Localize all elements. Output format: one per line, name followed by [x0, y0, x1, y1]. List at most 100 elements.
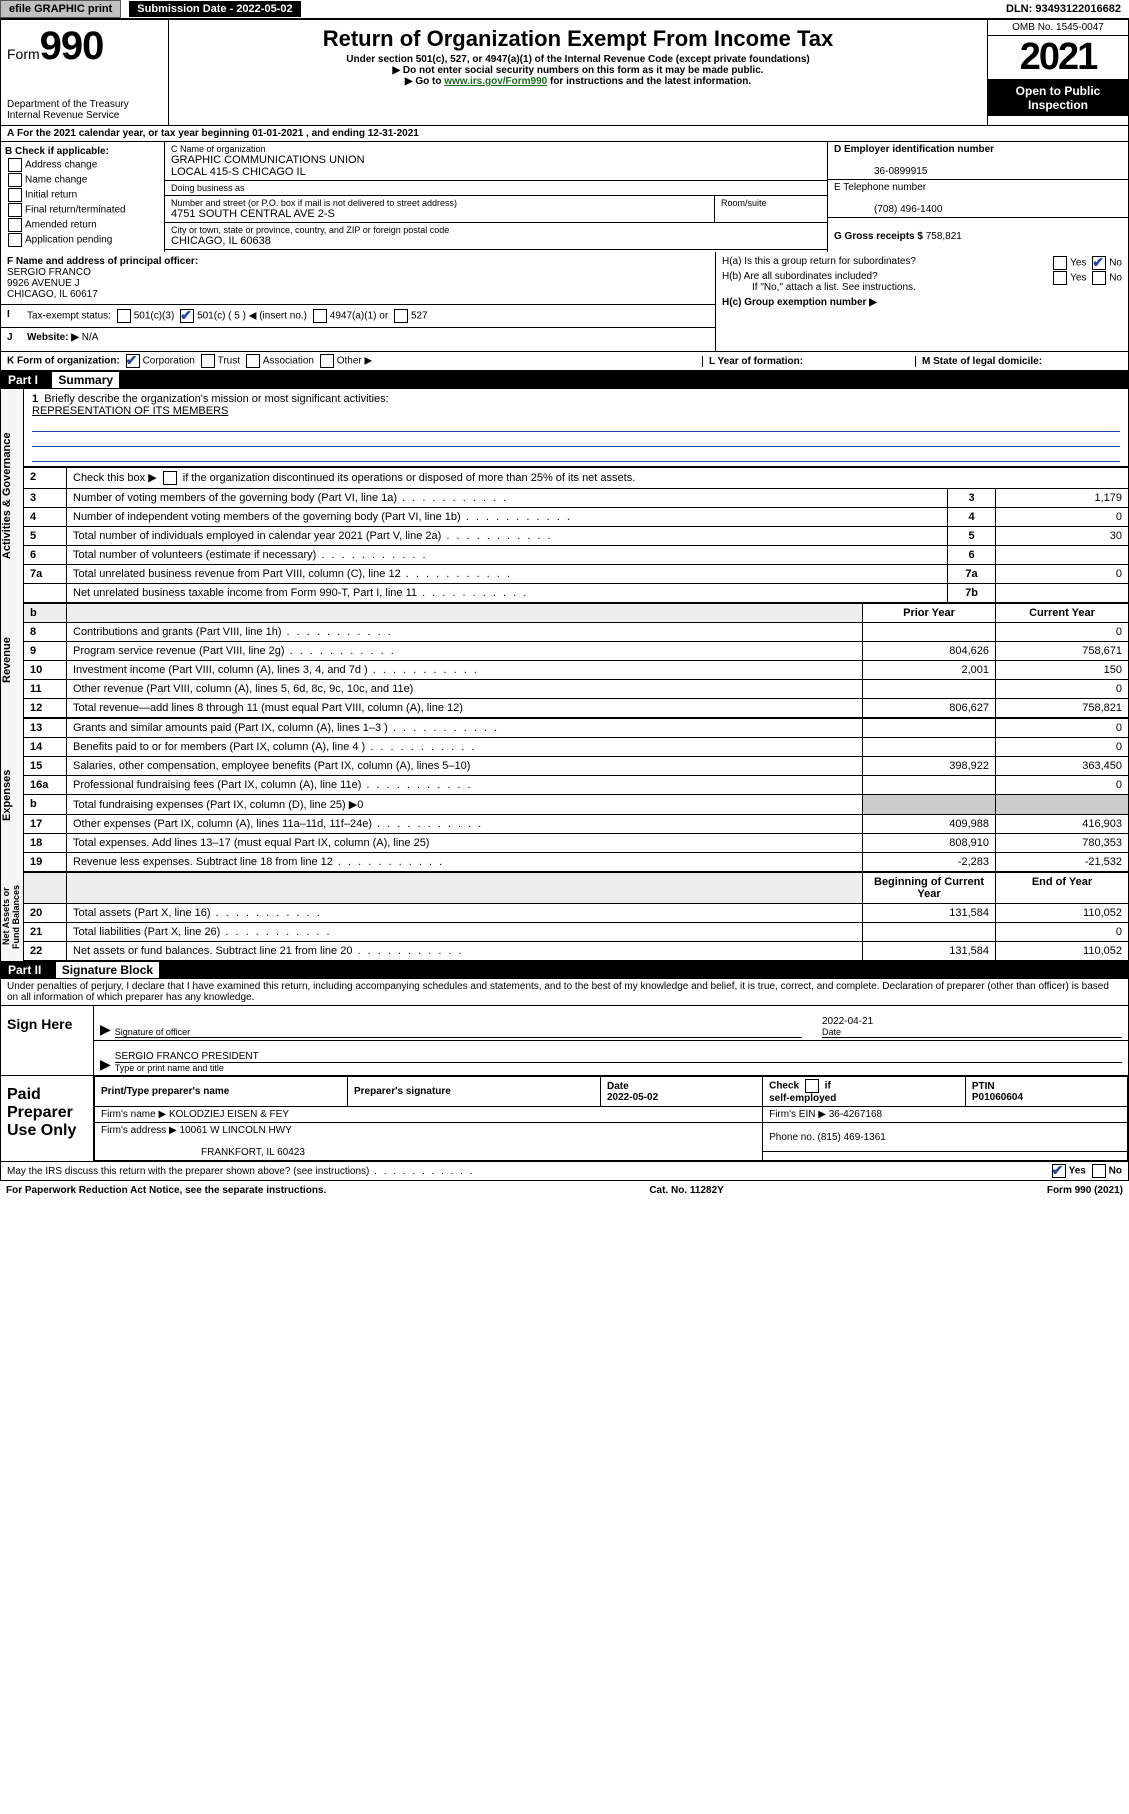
officer-name-title: SERGIO FRANCO PRESIDENT: [115, 1051, 1122, 1062]
chk-amended-return[interactable]: [8, 218, 22, 232]
dept-treasury: Department of the Treasury: [7, 99, 162, 110]
chk-ha-no[interactable]: [1092, 256, 1106, 270]
part-2-header: Part II Signature Block: [0, 961, 1129, 979]
chk-other[interactable]: [320, 354, 334, 368]
chk-name-change[interactable]: [8, 173, 22, 187]
name-title-label: Type or print name and title: [115, 1062, 1122, 1073]
q8: Contributions and grants (Part VIII, lin…: [67, 623, 863, 642]
chk-4947a1[interactable]: [313, 309, 327, 323]
subtitle-3: ▶ Go to www.irs.gov/Form990 for instruct…: [173, 76, 983, 87]
address-cell: Number and street (or P.O. box if mail i…: [165, 196, 715, 222]
begin-year-hdr: Beginning of Current Year: [863, 873, 996, 904]
identity-block: B Check if applicable: Address change Na…: [0, 142, 1129, 252]
q7b: Net unrelated business taxable income fr…: [67, 584, 948, 603]
firm-ein: 36-4267168: [829, 1109, 882, 1120]
q1: Briefly describe the organization's miss…: [44, 393, 388, 405]
prep-name-hdr: Print/Type preparer's name: [95, 1077, 348, 1107]
firm-addr2: FRANKFORT, IL 60423: [101, 1147, 305, 1158]
arrow-icon: ▶: [100, 1056, 111, 1073]
q22: Net assets or fund balances. Subtract li…: [67, 942, 863, 961]
submission-date: Submission Date - 2022-05-02: [129, 1, 300, 17]
chk-corporation[interactable]: [126, 354, 140, 368]
activities-governance-section: Activities & Governance 1 Briefly descri…: [0, 389, 1129, 603]
org-name: GRAPHIC COMMUNICATIONS UNION LOCAL 415-S…: [171, 154, 821, 178]
chk-discuss-no[interactable]: [1092, 1164, 1106, 1178]
phone-lbl: Phone no.: [769, 1132, 815, 1143]
irs-link[interactable]: www.irs.gov/Form990: [444, 76, 547, 87]
q20: Total assets (Part X, line 16): [67, 904, 863, 923]
org-name-cell: C Name of organization GRAPHIC COMMUNICA…: [165, 142, 827, 181]
q13: Grants and similar amounts paid (Part IX…: [67, 719, 863, 738]
date-label: Date: [822, 1027, 1122, 1037]
chk-initial-return[interactable]: [8, 188, 22, 202]
section-b-checkboxes: B Check if applicable: Address change Na…: [1, 142, 165, 252]
chk-ha-yes[interactable]: [1053, 256, 1067, 270]
ein-cell: D Employer identification number 36-0899…: [828, 142, 1128, 180]
discuss-row: May the IRS discuss this return with the…: [0, 1162, 1129, 1181]
chk-final-return[interactable]: [8, 203, 22, 217]
revenue-section: Revenue bPrior YearCurrent Year 8Contrib…: [0, 603, 1129, 718]
q15: Salaries, other compensation, employee b…: [67, 757, 863, 776]
chk-hb-yes[interactable]: [1053, 271, 1067, 285]
h-c-exemption: H(c) Group exemption number ▶: [722, 297, 1122, 308]
footer: For Paperwork Reduction Act Notice, see …: [0, 1181, 1129, 1200]
form-ref: Form 990 (2021): [1047, 1185, 1123, 1196]
chk-association[interactable]: [246, 354, 260, 368]
v6: [996, 546, 1129, 565]
tax-year: 2021: [988, 36, 1128, 80]
tax-exempt-status: Tax-exempt status: 501(c)(3) 501(c) ( 5 …: [27, 309, 428, 323]
v7a: 0: [996, 565, 1129, 584]
part-1-header: Part I Summary: [0, 371, 1129, 389]
q16b: Total fundraising expenses (Part IX, col…: [67, 795, 863, 815]
q18: Total expenses. Add lines 13–17 (must eq…: [67, 834, 863, 853]
chk-hb-no[interactable]: [1092, 271, 1106, 285]
chk-application-pending[interactable]: [8, 233, 22, 247]
phone-cell: E Telephone number (708) 496-1400: [828, 180, 1128, 218]
subtitle-1: Under section 501(c), 527, or 4947(a)(1)…: [173, 54, 983, 65]
q5: Total number of individuals employed in …: [67, 527, 948, 546]
gross-receipts-cell: G Gross receipts $ 758,821: [828, 218, 1128, 244]
chk-discuss-yes[interactable]: [1052, 1164, 1066, 1178]
prep-date-hdr: Date2022-05-02: [601, 1077, 763, 1107]
officer-group-block: F Name and address of principal officer:…: [0, 252, 1129, 352]
firm-phone: (815) 469-1361: [817, 1132, 885, 1143]
prior-year-hdr: Prior Year: [863, 604, 996, 623]
chk-trust[interactable]: [201, 354, 215, 368]
v3: 1,179: [996, 489, 1129, 508]
sign-here-block: Sign Here ▶ Signature of officer 2022-04…: [0, 1005, 1129, 1076]
firm-ein-lbl: Firm's EIN ▶: [769, 1109, 826, 1120]
q2: Check this box ▶ if the organization dis…: [67, 468, 1129, 489]
topbar: efile GRAPHIC print Submission Date - 20…: [0, 0, 1129, 19]
chk-501c3[interactable]: [117, 309, 131, 323]
h-a-group-return: H(a) Is this a group return for subordin…: [722, 256, 1122, 267]
vlabel-expenses: Expenses: [0, 718, 23, 872]
firm-addr-lbl: Firm's address ▶: [101, 1125, 177, 1136]
v4: 0: [996, 508, 1129, 527]
paperwork-notice: For Paperwork Reduction Act Notice, see …: [6, 1185, 326, 1196]
chk-self-employed[interactable]: [805, 1079, 819, 1093]
current-year-hdr: Current Year: [996, 604, 1129, 623]
vlabel-revenue: Revenue: [0, 603, 23, 718]
net-assets-section: Net Assets or Fund Balances Beginning of…: [0, 872, 1129, 961]
room-suite-cell: Room/suite: [715, 196, 827, 222]
q4: Number of independent voting members of …: [67, 508, 948, 527]
paid-preparer-label: Paid Preparer Use Only: [1, 1076, 94, 1161]
website-row: Website: ▶ N/A: [27, 332, 98, 343]
sign-date: 2022-04-21: [822, 1016, 1122, 1027]
q21: Total liabilities (Part X, line 26): [67, 923, 863, 942]
chk-501c[interactable]: [180, 309, 194, 323]
chk-address-change[interactable]: [8, 158, 22, 172]
v7b: [996, 584, 1129, 603]
l-year-formation: L Year of formation:: [709, 356, 803, 367]
sig-officer-label: Signature of officer: [115, 1027, 802, 1037]
form-number: Form990: [7, 24, 162, 69]
h-b-subordinates: H(b) Are all subordinates included? Yes …: [722, 271, 1122, 282]
v5: 30: [996, 527, 1129, 546]
efile-graphic-print-button[interactable]: efile GRAPHIC print: [0, 0, 121, 18]
end-year-hdr: End of Year: [996, 873, 1129, 904]
arrow-icon: ▶: [100, 1021, 111, 1038]
irs-label: Internal Revenue Service: [7, 110, 162, 121]
paid-preparer-block: Paid Preparer Use Only Print/Type prepar…: [0, 1076, 1129, 1162]
chk-527[interactable]: [394, 309, 408, 323]
chk-discontinued[interactable]: [163, 471, 177, 485]
